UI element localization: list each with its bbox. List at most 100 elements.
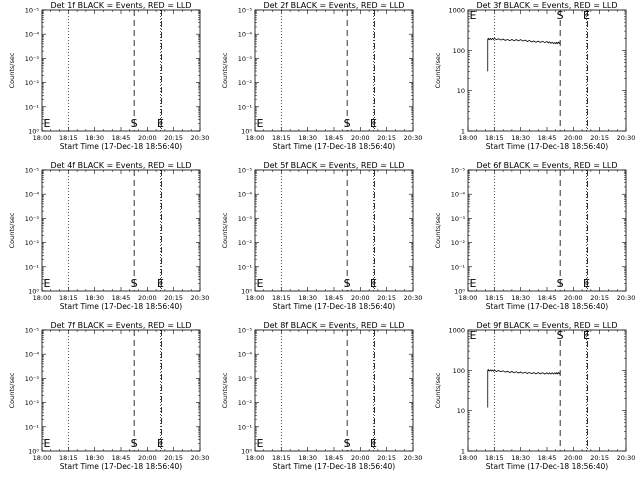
y-axis-label: Counts/sec [434, 52, 442, 88]
x-tick-label: 20:15 [377, 294, 396, 302]
chart-title: Det 2f BLACK = Events, RED = LLD [263, 1, 404, 10]
x-tick-label: 20:30 [404, 294, 423, 302]
x-tick-label: 18:30 [298, 294, 317, 302]
plot-frame [41, 9, 201, 132]
marker-e: E [470, 9, 477, 22]
y-tick-label: 10⁻⁵ [238, 167, 253, 175]
marker-e: E [583, 277, 590, 290]
x-tick-label: 20:30 [191, 134, 210, 142]
marker-e: E [157, 277, 164, 290]
marker-s: S [131, 117, 138, 130]
chart-panel-4: Det 4f BLACK = Events, RED = LLD 10⁰ 10⁻¹ 1… [8, 161, 209, 311]
chart-title: Det 8f BLACK = Events, RED = LLD [263, 321, 404, 330]
y-tick-label: 10⁻⁵ [25, 327, 40, 335]
x-tick-label: 18:45 [325, 454, 344, 462]
y-tick-label: 10⁰ [241, 448, 252, 456]
x-tick-label: 18:00 [246, 454, 265, 462]
x-tick-label: 20:00 [564, 454, 583, 462]
x-tick-label: 18:30 [85, 454, 104, 462]
marker-s: S [557, 9, 564, 22]
x-tick-label: 20:15 [377, 454, 396, 462]
x-tick-label: 18:00 [459, 454, 478, 462]
y-tick-label: 10⁻⁵ [25, 7, 40, 15]
chart-panel-5: Det 5f BLACK = Events, RED = LLD 10⁰ 10⁻¹ 1… [221, 161, 423, 311]
marker-e: E [257, 437, 264, 450]
y-tick-label: 10⁰ [241, 128, 252, 136]
y-tick-label: 10⁻⁴ [25, 31, 40, 39]
y-tick-label: 10⁰ [241, 288, 252, 296]
x-tick-label: 18:15 [485, 134, 504, 142]
marker-e: E [157, 117, 164, 130]
marker-e: E [257, 277, 264, 290]
y-axis-label: Counts/sec [434, 372, 442, 408]
x-tick-label: 20:00 [138, 134, 157, 142]
y-tick-label: 10⁻² [451, 239, 466, 247]
x-tick-label: 18:15 [59, 294, 78, 302]
chart-panel-2: Det 2f BLACK = Events, RED = LLD 10⁰ 10⁻¹ 1… [221, 1, 422, 151]
y-tick-label: 10⁻³ [25, 375, 40, 383]
x-tick-label: 20:15 [590, 134, 609, 142]
x-tick-label: 20:15 [377, 134, 396, 142]
x-tick-label: 18:30 [511, 294, 530, 302]
x-tick-label: 18:45 [112, 454, 131, 462]
x-tick-label: 18:30 [85, 134, 104, 142]
x-tick-label: 18:45 [325, 294, 344, 302]
marker-s: S [557, 329, 564, 342]
y-tick-label: 10⁻¹ [25, 423, 40, 431]
marker-s: S [344, 277, 351, 290]
marker-e: E [583, 9, 590, 22]
y-tick-label: 10⁰ [28, 288, 39, 296]
y-tick-label: 10⁻⁴ [238, 191, 253, 199]
y-tick-label: 10⁻⁴ [238, 31, 253, 39]
y-axis-label: Counts/sec [221, 212, 229, 248]
plot-frame [41, 329, 201, 452]
plot-frame [41, 169, 201, 292]
y-tick-label: 10⁰ [454, 288, 465, 296]
y-tick-label: 1 [461, 128, 465, 136]
x-tick-label: 20:15 [164, 134, 183, 142]
x-tick-label: 18:45 [538, 454, 557, 462]
x-tick-label: 18:30 [511, 134, 530, 142]
plot-frame [254, 329, 414, 452]
x-tick-label: 18:15 [59, 454, 78, 462]
x-tick-label: 18:15 [485, 294, 504, 302]
x-tick-label: 20:15 [164, 294, 183, 302]
x-tick-label: 18:45 [112, 134, 131, 142]
y-tick-label: 10⁻² [238, 79, 253, 87]
y-tick-label: 10⁻⁴ [25, 191, 40, 199]
chart-title: Det 7f BLACK = Events, RED = LLD [50, 321, 191, 330]
chart-title: Det 1f BLACK = Events, RED = LLD [50, 1, 191, 10]
y-tick-label: 10⁻⁴ [25, 351, 40, 359]
y-tick-label: 10⁻³ [238, 55, 253, 63]
y-tick-label: 10⁻³ [25, 215, 40, 223]
x-tick-label: 18:15 [485, 454, 504, 462]
chart-panel-8: Det 8f BLACK = Events, RED = LLD 10⁰ 10⁻¹ 1… [221, 321, 422, 471]
x-tick-label: 18:00 [459, 134, 478, 142]
y-tick-label: 100 [453, 47, 465, 55]
y-tick-label: 10⁻² [238, 239, 253, 247]
marker-s: S [344, 437, 351, 450]
x-axis-label: Start Time (17-Dec-18 18:56:40) [273, 462, 395, 471]
x-tick-label: 18:15 [272, 134, 291, 142]
marker-e: E [470, 329, 477, 342]
chart-title: Det 9f BLACK = Events, RED = LLD [476, 321, 617, 330]
y-tick-label: 10⁻⁴ [238, 351, 253, 359]
x-tick-label: 20:15 [590, 454, 609, 462]
y-axis-label: Counts/sec [8, 52, 16, 88]
marker-e: E [470, 277, 477, 290]
x-tick-label: 18:15 [272, 454, 291, 462]
marker-s: S [344, 117, 351, 130]
y-tick-label: 10⁻³ [25, 55, 40, 63]
x-axis-label: Start Time (17-Dec-18 18:56:40) [60, 462, 182, 471]
y-tick-label: 10 [457, 87, 465, 95]
x-tick-label: 20:00 [138, 454, 157, 462]
x-axis-label: Start Time (17-Dec-18 18:56:40) [486, 462, 608, 471]
x-tick-label: 18:30 [85, 294, 104, 302]
y-tick-label: 10⁻⁵ [238, 327, 253, 335]
y-tick-label: 10⁻¹ [451, 263, 466, 271]
chart-panel-7: Det 7f BLACK = Events, RED = LLD 10⁰ 10⁻¹ 1… [8, 321, 209, 471]
y-axis-label: Counts/sec [221, 52, 229, 88]
y-tick-label: 10⁻¹ [25, 103, 40, 111]
chart-title: Det 5f BLACK = Events, RED = LLD [263, 161, 404, 170]
x-tick-label: 18:45 [112, 294, 131, 302]
